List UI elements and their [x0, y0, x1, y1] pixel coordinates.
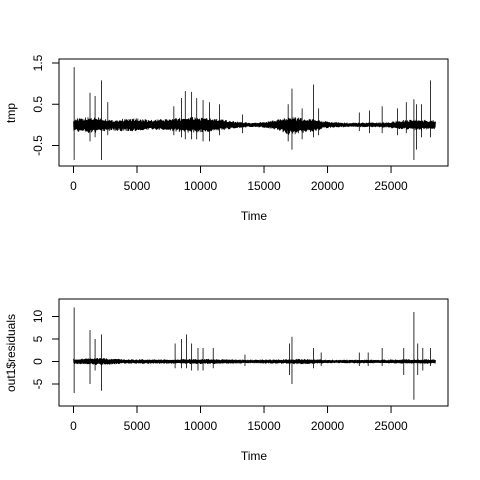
- y-tick-label: 10: [31, 310, 45, 324]
- x-tick-label: 20000: [311, 419, 345, 433]
- y-tick-label: 0.5: [31, 96, 45, 113]
- x-tick-label: 25000: [374, 419, 408, 433]
- x-axis: 0 5000 10000 15000 20000 25000: [70, 165, 411, 193]
- y-axis: -5 0 5 10: [31, 310, 60, 389]
- panel-top: 0 5000 10000 15000 20000 25000 -0.5 0.5 1.5 Tim…: [4, 54, 449, 223]
- x-tick-label: 0: [70, 419, 77, 433]
- y-axis-title: tmp: [4, 103, 18, 123]
- x-tick-label: 25000: [374, 179, 408, 193]
- x-tick-label: 20000: [311, 179, 345, 193]
- x-tick-label: 5000: [124, 419, 151, 433]
- y-axis-title: out1$residuals: [4, 314, 18, 392]
- x-axis-title: Time: [241, 449, 268, 463]
- y-tick-label: 5: [31, 335, 45, 342]
- series-line: [73, 116, 436, 135]
- x-axis: 0 5000 10000 15000 20000 25000: [70, 405, 411, 433]
- series-tmp: [73, 67, 436, 160]
- y-tick-label: 1.5: [31, 54, 45, 71]
- y-tick-label: 0: [31, 358, 45, 365]
- series-out1-residuals: [73, 307, 436, 400]
- x-tick-label: 5000: [124, 179, 151, 193]
- x-tick-label: 15000: [247, 419, 281, 433]
- series-line: [73, 358, 436, 365]
- x-tick-label: 15000: [247, 179, 281, 193]
- x-tick-label: 10000: [184, 179, 218, 193]
- y-axis: -0.5 0.5 1.5: [31, 54, 60, 156]
- y-tick-label: -0.5: [31, 135, 45, 156]
- panel-bottom: 0 5000 10000 15000 20000 25000 -5 0 5 10 Time ou…: [4, 298, 449, 463]
- x-axis-title: Time: [241, 209, 268, 223]
- y-tick-label: -5: [31, 378, 45, 389]
- x-tick-label: 10000: [184, 419, 218, 433]
- x-tick-label: 0: [70, 179, 77, 193]
